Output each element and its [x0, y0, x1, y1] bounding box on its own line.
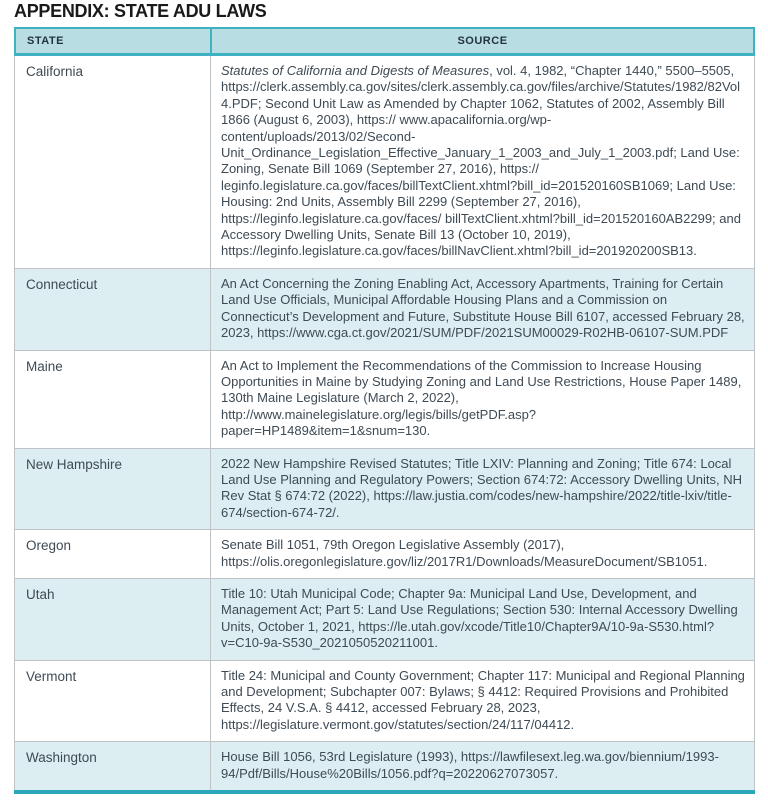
table-header-row: STATE SOURCE: [14, 27, 755, 56]
source-cell: 2022 New Hampshire Revised Statutes; Tit…: [210, 448, 754, 530]
table-row-washington: Washington House Bill 1056, 53rd Legisla…: [15, 742, 754, 791]
table-row-california: California Statutes of California and Di…: [15, 56, 754, 269]
state-cell: Maine: [26, 358, 63, 374]
state-cell: Washington: [26, 750, 97, 766]
source-text: An Act to Implement the Recommendations …: [221, 357, 742, 439]
source-cell: An Act Concerning the Zoning Enabling Ac…: [210, 268, 754, 350]
state-cell: Oregon: [26, 538, 72, 554]
source-text: Senate Bill 1051, 79th Oregon Legislativ…: [221, 537, 708, 569]
state-cell: New Hampshire: [26, 456, 123, 472]
state-adu-laws-table: STATE SOURCE California Statutes of Cali…: [14, 27, 755, 795]
source-cell: House Bill 1056, 53rd Legislature (1993)…: [210, 742, 754, 791]
source-cell: An Act to Implement the Recommendations …: [210, 350, 754, 448]
column-header-source: SOURCE: [210, 29, 753, 53]
page-title: APPENDIX: STATE ADU LAWS: [14, 1, 267, 21]
source-text: Title 10: Utah Municipal Code; Chapter 9…: [221, 585, 738, 651]
source-text: House Bill 1056, 53rd Legislature (1993)…: [221, 749, 719, 781]
table-body: California Statutes of California and Di…: [14, 56, 755, 791]
state-cell: Vermont: [26, 668, 77, 684]
state-cell: Utah: [26, 586, 55, 602]
table-row-oregon: Oregon Senate Bill 1051, 79th Oregon Leg…: [15, 530, 754, 579]
source-cell: Statutes of California and Digests of Me…: [210, 56, 754, 268]
table-row-new-hampshire: New Hampshire 2022 New Hampshire Revised…: [15, 448, 754, 531]
source-text: 2022 New Hampshire Revised Statutes; Tit…: [221, 455, 742, 520]
table-row-connecticut: Connecticut An Act Concerning the Zoning…: [15, 268, 754, 351]
source-text: Title 24: Municipal and County Governmen…: [221, 667, 745, 732]
source-cell: Senate Bill 1051, 79th Oregon Legislativ…: [210, 530, 754, 578]
state-cell: Connecticut: [26, 276, 98, 292]
table-row-utah: Utah Title 10: Utah Municipal Code; Chap…: [15, 578, 754, 661]
source-text: , vol. 4, 1982, “Chapter 1440,” 5500–550…: [221, 63, 741, 259]
source-cell: Title 10: Utah Municipal Code; Chapter 9…: [210, 578, 754, 660]
state-cell: California: [26, 64, 84, 79]
column-header-state: STATE: [27, 35, 64, 47]
table-row-maine: Maine An Act to Implement the Recommenda…: [15, 350, 754, 449]
source-text: An Act Concerning the Zoning Enabling Ac…: [221, 275, 745, 341]
source-italic-title: Statutes of California and Digests of Me…: [221, 63, 490, 78]
table-row-vermont: Vermont Title 24: Municipal and County G…: [15, 660, 754, 743]
source-cell: Title 24: Municipal and County Governmen…: [210, 660, 754, 742]
